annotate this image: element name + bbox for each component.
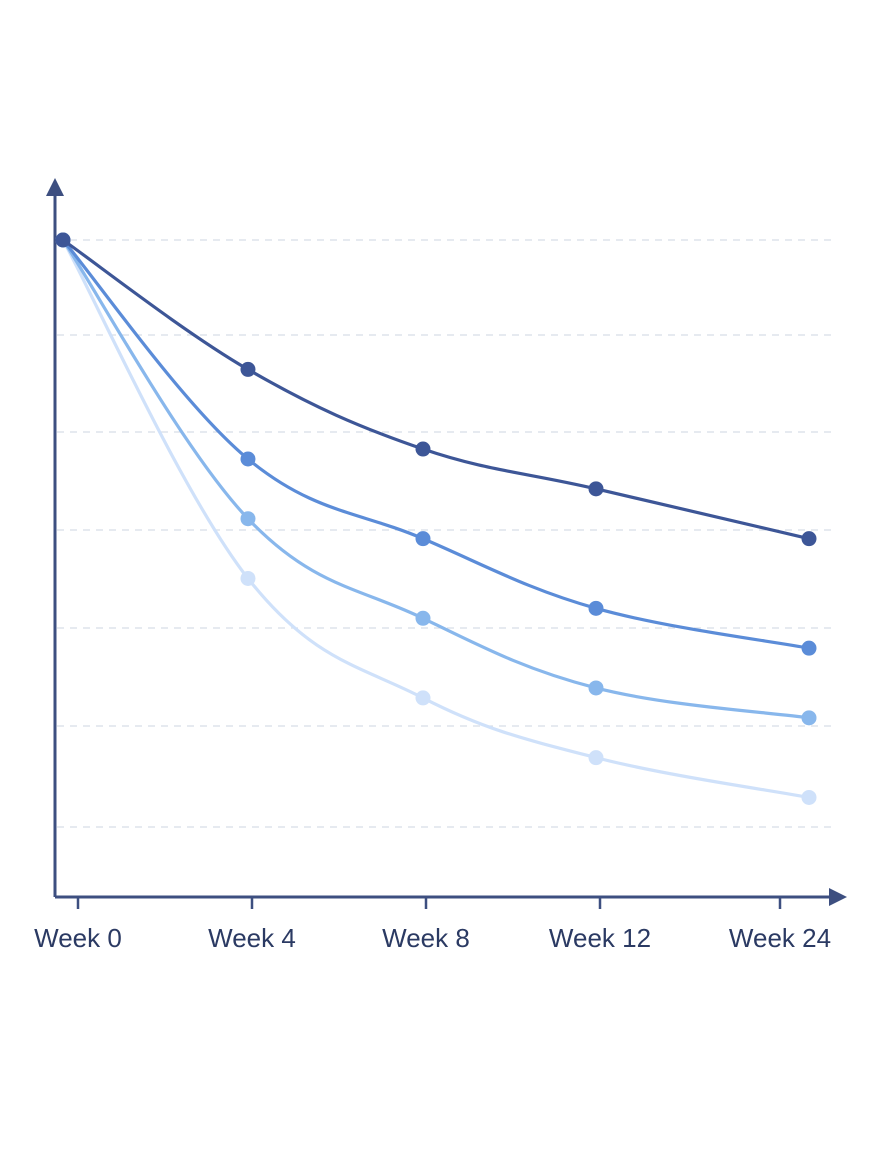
data-point-s1-p3	[415, 441, 431, 457]
series-line-4	[61, 238, 811, 800]
x-tick-label: Week 4	[208, 923, 296, 953]
data-point-s2-p3	[415, 531, 431, 547]
series-line-2	[61, 238, 811, 650]
data-point-s2-p2	[240, 451, 256, 467]
axes	[46, 178, 847, 909]
x-tick-label: Week 8	[382, 923, 470, 953]
data-point-s1-p1	[55, 232, 71, 248]
data-point-s4-p4	[588, 750, 604, 766]
series-lines	[55, 232, 817, 805]
data-point-s4-p2	[240, 570, 256, 586]
data-point-s1-p4	[588, 481, 604, 497]
data-point-s3-p4	[588, 680, 604, 696]
series-line-1	[61, 238, 811, 541]
data-point-s2-p4	[588, 600, 604, 616]
data-point-s1-p2	[240, 361, 256, 377]
x-tick-label: Week 12	[549, 923, 651, 953]
data-point-s4-p5	[801, 789, 817, 805]
y-axis-arrow	[46, 178, 64, 196]
data-point-s4-p3	[415, 690, 431, 706]
data-point-s2-p5	[801, 640, 817, 656]
gridlines	[57, 239, 835, 828]
series-line-3	[61, 238, 811, 720]
x-axis-arrow	[829, 888, 847, 906]
data-point-s3-p2	[240, 511, 256, 527]
data-point-s3-p3	[415, 610, 431, 626]
x-tick-labels: Week 0 Week 4 Week 8 Week 12 Week 24	[34, 923, 831, 953]
x-tick-label: Week 24	[729, 923, 831, 953]
data-point-s1-p5	[801, 531, 817, 547]
data-point-s3-p5	[801, 710, 817, 726]
x-tick-label: Week 0	[34, 923, 122, 953]
